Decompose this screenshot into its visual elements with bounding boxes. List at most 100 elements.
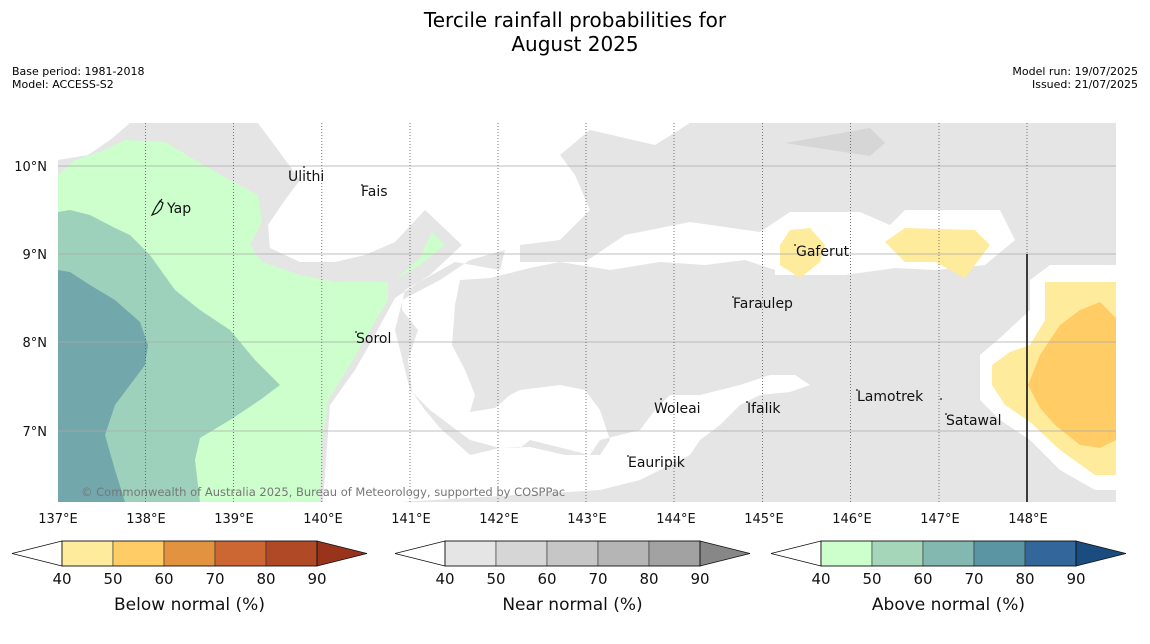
woleai-marker [660, 398, 662, 400]
below-normal-colorbar-tick: 90 [307, 570, 326, 588]
below-normal-colorbar: 40 50 60 70 80 90 Below normal (%) [11, 540, 368, 615]
near-normal-colorbar-outline [444, 540, 701, 567]
lat-label-9n: 9°N [23, 248, 48, 263]
yap-island-shape [150, 198, 164, 217]
lon-label-141e: 141°E [391, 512, 431, 527]
lon-label-140e: 140°E [303, 512, 343, 527]
near-normal-colorbar-max-arrow [699, 540, 751, 567]
near-normal-colorbar-tick: 90 [690, 570, 709, 588]
page-title: Tercile rainfall probabilities for Augus… [0, 8, 1150, 56]
above-normal-colorbar-tick: 50 [862, 570, 881, 588]
place-label-fais: Fais [361, 184, 388, 200]
below-normal-colorbar-min-arrow [11, 540, 63, 567]
near-normal-colorbar-tick: 40 [435, 570, 454, 588]
model-run: Model run: 19/07/2025 [1012, 65, 1138, 78]
place-label-sorol: Sorol [356, 331, 391, 347]
lon-label-145e: 145°E [744, 512, 784, 527]
below-normal-colorbar-tick: 50 [103, 570, 122, 588]
faraulep-marker [732, 296, 734, 298]
above-normal-50-region [58, 210, 280, 502]
lon-label-143e: 143°E [567, 512, 607, 527]
below-normal-colorbar-max-arrow [316, 540, 368, 567]
lat-label-7n: 7°N [23, 425, 48, 440]
above-normal-40-region-2 [395, 232, 445, 280]
lon-label-142e: 142°E [479, 512, 519, 527]
below-normal-colorbar-segment [61, 540, 114, 567]
below-normal-colorbar-segment [112, 540, 165, 567]
above-normal-60-region [58, 270, 148, 502]
place-label-gaferut: Gaferut [796, 244, 850, 260]
below-normal-colorbar-segment [265, 540, 318, 567]
metadata-left: Base period: 1981-2018 Model: ACCESS-S2 [12, 65, 144, 91]
satawal-marker [945, 413, 947, 415]
place-label-eauripik: Eauripik [628, 455, 686, 471]
near-normal-colorbar-min-arrow [394, 540, 446, 567]
above-normal-colorbar-tick: 90 [1066, 570, 1085, 588]
near-normal-colorbar-segment [597, 540, 650, 567]
near-normal-colorbar-tick: 50 [486, 570, 505, 588]
sorol-marker [355, 331, 357, 333]
base-period: Base period: 1981-2018 [12, 65, 145, 78]
above-normal-colorbar: 40 50 60 70 80 90 Above normal (%) [770, 540, 1127, 615]
above-normal-colorbar-tick: 40 [811, 570, 830, 588]
gridlines [58, 165, 1116, 432]
near-normal-colorbar: 40 50 60 70 80 90 Near normal (%) [394, 540, 751, 615]
above-normal-colorbar-segment [820, 540, 873, 567]
below-normal-colorbar-outline [61, 540, 318, 567]
lon-label-137e: 137°E [38, 512, 78, 527]
below-normal-colorbar-segment [163, 540, 216, 567]
above-normal-colorbar-segment [973, 540, 1026, 567]
lamotrek-east-marker [940, 398, 942, 400]
eauripik-marker [627, 455, 629, 457]
above-normal-colorbar-tick: 80 [1015, 570, 1034, 588]
below-normal-colorbar-segment [214, 540, 267, 567]
place-labels: Ulithi Fais Yap Gaferut Faraulep Sorol L… [166, 169, 1001, 471]
title-line-2: August 2025 [511, 32, 639, 56]
place-label-yap: Yap [166, 201, 191, 217]
near-normal-colorbar-segment [648, 540, 701, 567]
above-normal-colorbar-segment [922, 540, 975, 567]
near-normal-colorbar-tick: 60 [537, 570, 556, 588]
lon-label-147e: 147°E [920, 512, 960, 527]
longitude-labels: 137°E 138°E 139°E 140°E 141°E 142°E 143°… [38, 512, 1048, 527]
latitude-labels: 10°N 9°N 8°N 7°N [14, 160, 47, 440]
place-label-satawal: Satawal [946, 413, 1001, 429]
above-normal-colorbar-segment [871, 540, 924, 567]
above-normal-colorbar-tick: 70 [964, 570, 983, 588]
copyright-notice: © Commonwealth of Australia 2025, Bureau… [81, 485, 565, 499]
below-normal-colorbar-tick: 60 [154, 570, 173, 588]
near-normal-colorbar-segment [495, 540, 548, 567]
lat-label-8n: 8°N [23, 336, 48, 351]
colorbars: 40 50 60 70 80 90 Below normal (%) 40 50 60 70 80 90… [11, 540, 1127, 615]
below-normal-50-region [1028, 302, 1116, 448]
near-normal-colorbar-segment [546, 540, 599, 567]
below-normal-colorbar-tick: 80 [256, 570, 275, 588]
gaferut-marker [794, 244, 796, 246]
title-line-1: Tercile rainfall probabilities for [423, 8, 727, 32]
metadata-right: Model run: 19/07/2025 Issued: 21/07/2025 [1012, 65, 1138, 91]
model-name: Model: ACCESS-S2 [12, 78, 114, 91]
place-label-lamotrek: Lamotrek [857, 389, 924, 405]
above-normal-colorbar-label: Above normal (%) [872, 595, 1025, 615]
lon-label-146e: 146°E [832, 512, 872, 527]
island-markers [303, 166, 947, 457]
lon-label-148e: 148°E [1008, 512, 1048, 527]
lat-label-10n: 10°N [14, 160, 47, 175]
place-label-woleai: Woleai [654, 401, 701, 417]
issued-date: Issued: 21/07/2025 [1031, 78, 1138, 91]
place-label-ifalik: Ifalik [747, 401, 781, 417]
near-normal-colorbar-label: Near normal (%) [502, 595, 642, 615]
above-normal-colorbar-outline [820, 540, 1077, 567]
near-normal-colorbar-tick: 80 [639, 570, 658, 588]
near-normal-colorbar-segment [444, 540, 497, 567]
above-normal-colorbar-max-arrow [1075, 540, 1127, 567]
below-normal-40-region-1 [780, 228, 825, 278]
near-normal-50-region [785, 128, 885, 156]
lon-label-139e: 139°E [214, 512, 254, 527]
lon-label-144e: 144°E [656, 512, 696, 527]
lamotrek-marker [856, 389, 858, 391]
near-normal-colorbar-tick: 70 [588, 570, 607, 588]
below-normal-colorbar-tick: 70 [205, 570, 224, 588]
map-canvas [58, 123, 1116, 502]
